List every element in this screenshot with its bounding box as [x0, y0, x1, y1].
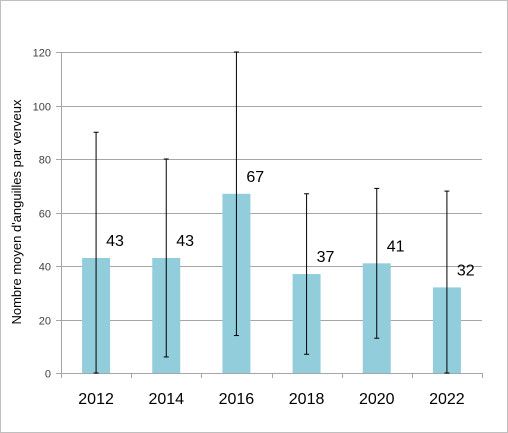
bars	[82, 193, 461, 373]
y-tick-label: 0	[45, 369, 51, 381]
y-tick-label: 120	[33, 48, 51, 60]
y-tick-label: 60	[39, 209, 51, 221]
x-tick-label-2018: 2018	[289, 391, 325, 408]
gridlines	[56, 52, 483, 378]
x-tick-label-2014: 2014	[148, 391, 184, 408]
data-labels: 43 43 67 37 41 32	[106, 169, 475, 280]
x-tick-label-2012: 2012	[78, 391, 114, 408]
y-tick-labels: 0 20 40 60 80 100 120	[33, 48, 51, 381]
x-tick-label-2022: 2022	[429, 391, 465, 408]
y-axis-label: Nombre moyen d'anguilles par verveux	[9, 99, 24, 325]
error-bars	[93, 51, 450, 374]
data-label-2016: 67	[246, 169, 264, 186]
x-tick-labels: 2012 2014 2016 2018 2020 2022	[78, 391, 465, 408]
x-tick-label-2016: 2016	[219, 391, 255, 408]
data-label-2012: 43	[106, 233, 124, 250]
x-tick-label-2020: 2020	[359, 391, 395, 408]
y-tick-label: 80	[39, 155, 51, 167]
data-label-2020: 41	[387, 238, 405, 255]
data-label-2022: 32	[457, 262, 475, 279]
y-tick-label: 20	[39, 316, 51, 328]
data-label-2014: 43	[176, 233, 194, 250]
data-label-2018: 37	[317, 249, 335, 266]
y-tick-label: 100	[33, 102, 51, 114]
y-tick-label: 40	[39, 262, 51, 274]
